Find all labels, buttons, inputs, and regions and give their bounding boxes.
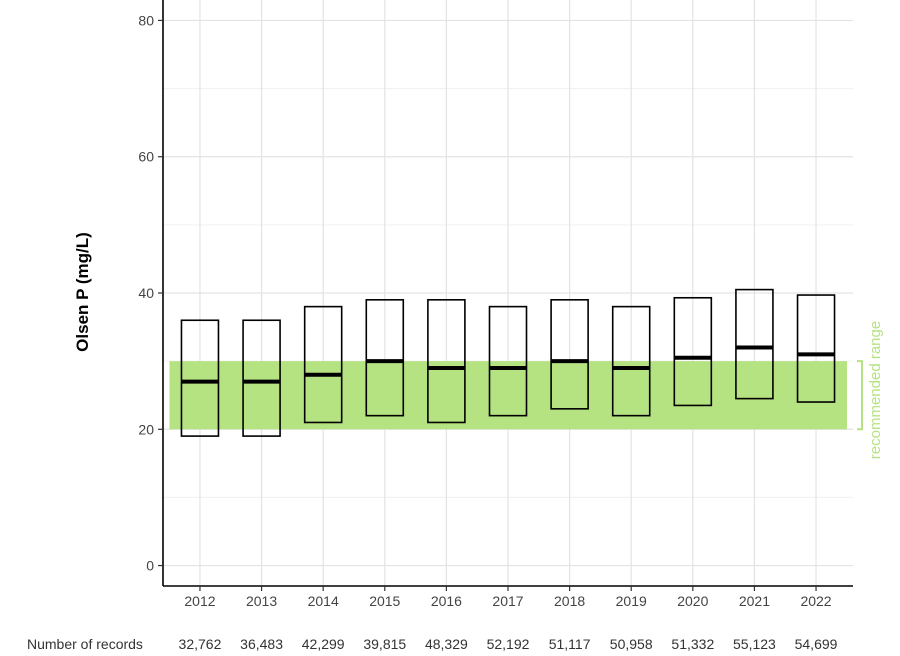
x-tick-label: 2017 [492, 593, 523, 609]
records-row-label: Number of records [27, 636, 143, 652]
records-count: 51,332 [671, 636, 714, 652]
recommended-range-bracket [857, 360, 863, 431]
recommended-range-layer [169, 360, 863, 431]
records-count: 39,815 [363, 636, 406, 652]
box-2016 [427, 299, 466, 424]
x-tick-label: 2013 [246, 593, 277, 609]
x-tick-label: 2015 [369, 593, 400, 609]
records-count: 32,762 [179, 636, 222, 652]
y-tick-label: 0 [146, 558, 154, 574]
box-2022 [796, 294, 836, 403]
box-2015 [365, 299, 405, 417]
y-tick-label: 60 [138, 149, 154, 165]
records-count: 51,117 [549, 636, 591, 652]
box-layer [180, 288, 836, 437]
records-count: 50,958 [610, 636, 653, 652]
box-2021 [735, 288, 774, 400]
records-count: 42,299 [302, 636, 345, 652]
records-count: 48,329 [425, 636, 468, 652]
x-tick-label: 2019 [616, 593, 647, 609]
x-tick-label: 2012 [184, 593, 215, 609]
y-tick-label: 20 [138, 421, 154, 437]
y-axis-label: Olsen P (mg/L) [73, 232, 92, 352]
x-tick-label: 2021 [739, 593, 770, 609]
axis-layer: 0 20 40 60 80 2012 2013 2014 2015 2016 2017 2018 201… [138, 0, 853, 609]
y-tick-label: 80 [138, 12, 154, 28]
records-count: 36,483 [240, 636, 283, 652]
box-2017 [488, 305, 528, 417]
box-2019 [611, 305, 651, 417]
box-2014 [303, 305, 343, 424]
y-tick-label: 40 [138, 285, 154, 301]
box-2013 [242, 319, 281, 437]
grid-layer [163, 0, 853, 586]
x-tick-label: 2020 [677, 593, 708, 609]
recommended-range-band [169, 361, 847, 430]
box-2012 [180, 319, 220, 437]
x-tick-label: 2018 [554, 593, 585, 609]
x-tick-label: 2014 [308, 593, 339, 609]
records-count: 52,192 [487, 636, 530, 652]
records-count: 54,699 [795, 636, 838, 652]
box-2020 [673, 296, 713, 407]
records-count: 55,123 [733, 636, 776, 652]
records-row: 32,762 36,483 42,299 39,815 48,329 52,192 51,1… [179, 636, 838, 652]
x-tick-label: 2022 [800, 593, 831, 609]
box-2018 [550, 299, 589, 410]
x-tick-label: 2016 [431, 593, 462, 609]
recommended-range-label: recommended range [867, 321, 884, 459]
